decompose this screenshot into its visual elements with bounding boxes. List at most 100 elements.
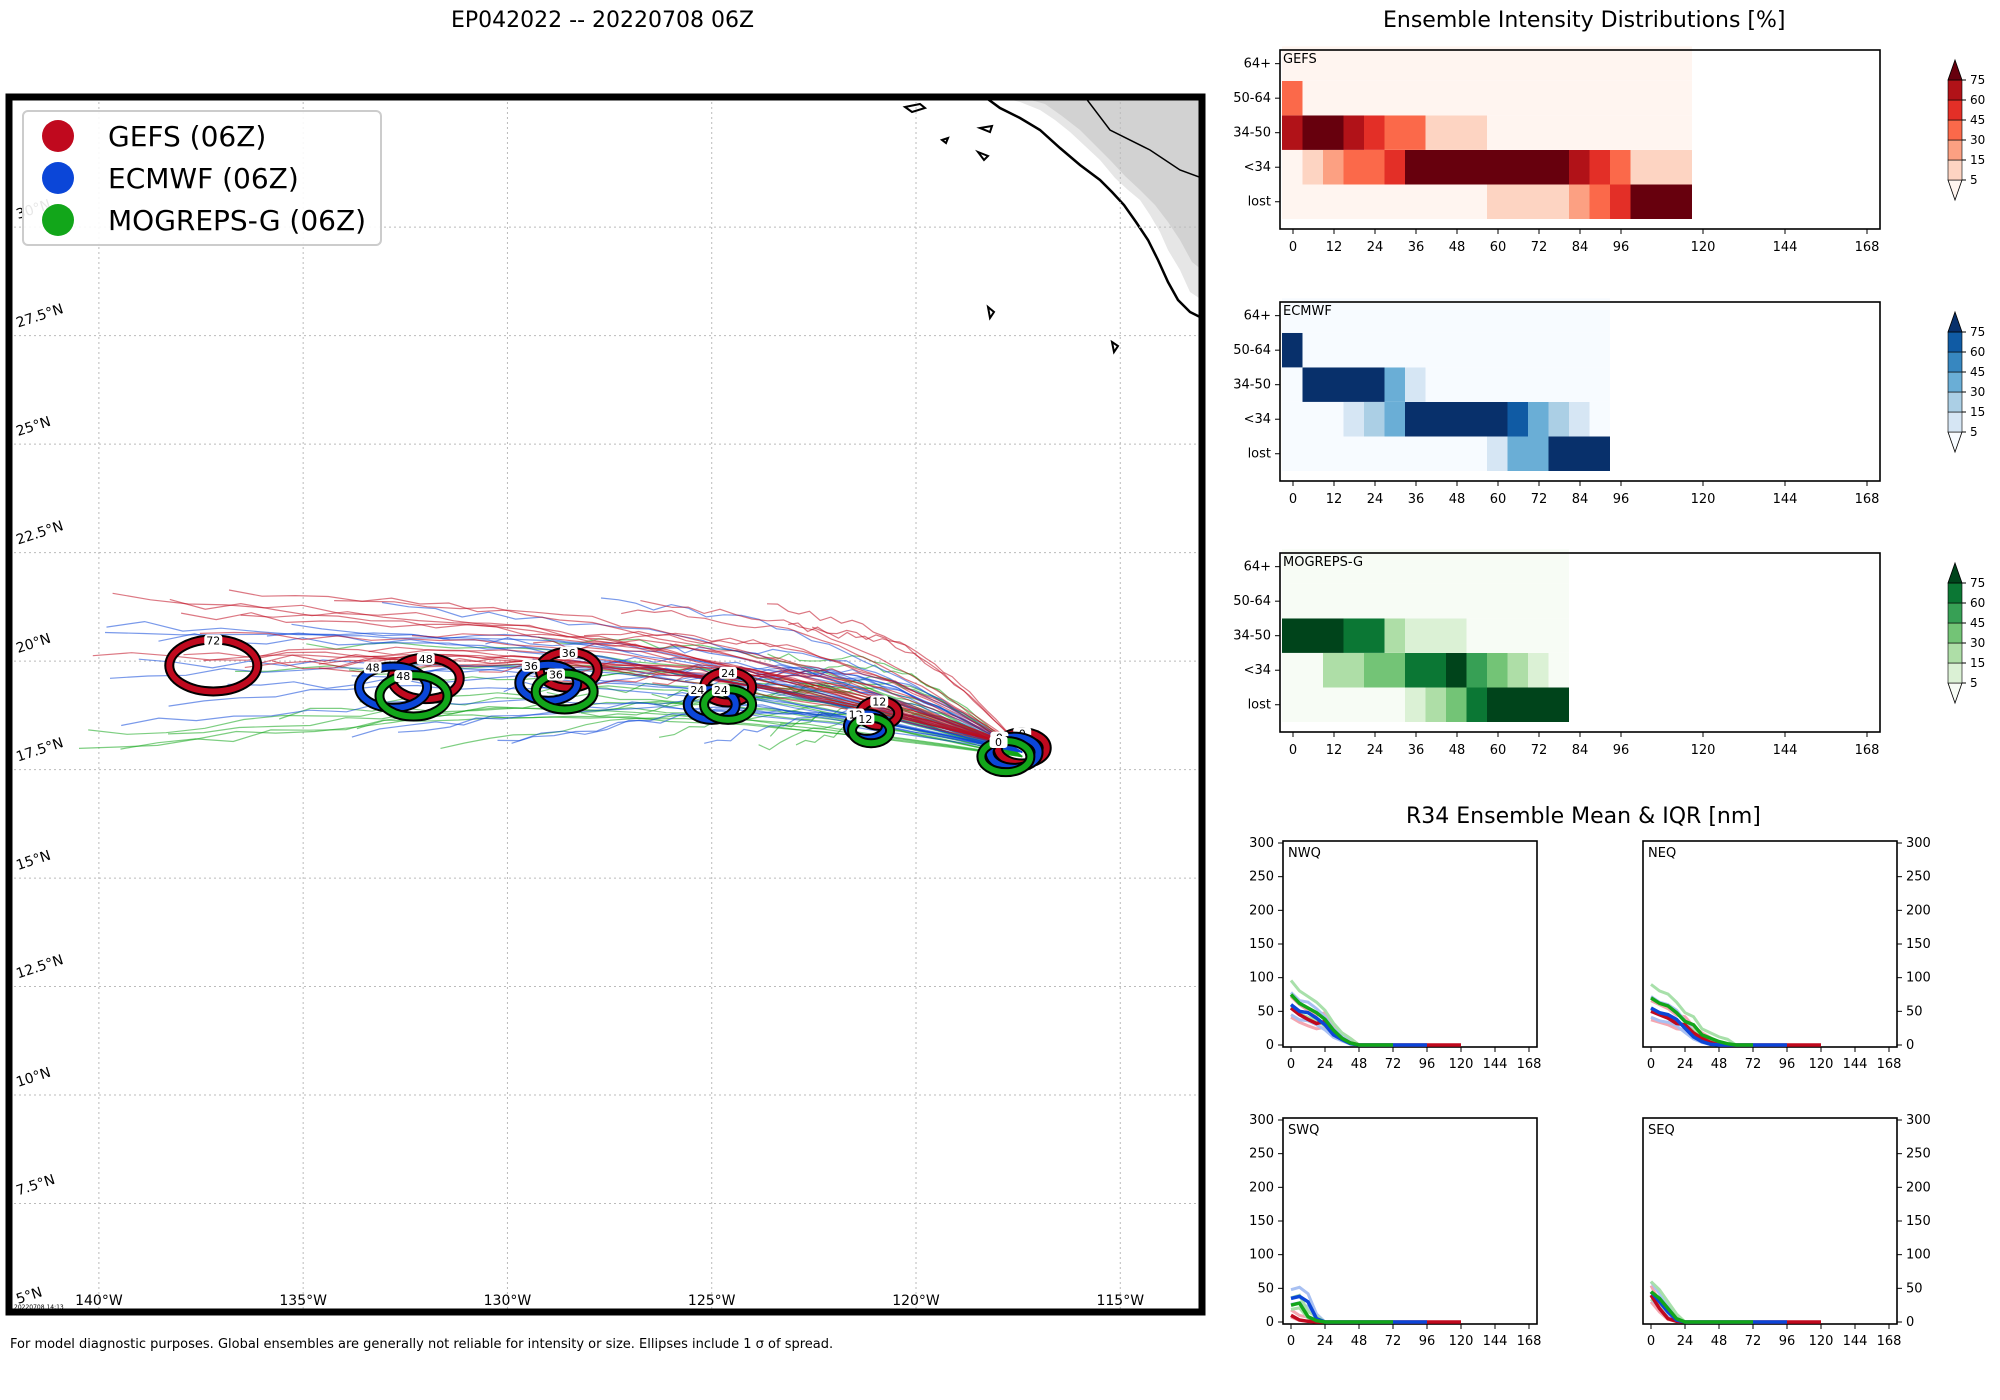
heatmap-cell: [1487, 583, 1508, 619]
heatmap-cell: [1589, 184, 1610, 219]
colorbar-segment: [1947, 79, 1963, 101]
heatmap-ylabel: 34-50: [1233, 378, 1271, 393]
heatmap-cell: [1651, 46, 1672, 81]
heatmap-cell: [1364, 298, 1385, 333]
heatmap-cell: [1282, 184, 1303, 219]
heatmap-cell: [1446, 115, 1467, 150]
r34-title: R34 Ensemble Mean & IQR [nm]: [1406, 804, 1761, 829]
r34-xtick: 120: [1449, 1057, 1474, 1072]
r34-xtick: 0: [1647, 1334, 1655, 1349]
ensemble-track: [533, 640, 1023, 749]
ellipse-label-bg: [559, 646, 578, 659]
heatmap-cell: [1487, 184, 1508, 219]
colorbar-segment: [1947, 561, 1963, 584]
heatmap-cell: [1446, 583, 1467, 619]
heatmap-cell: [1446, 687, 1467, 722]
timestamp-stamp: 20220708 14:13: [14, 1304, 64, 1311]
legend-label-ecmwf: ECMWF (06Z): [108, 161, 299, 195]
heatmap-cell: [1507, 436, 1528, 471]
heatmap-cell: [1507, 653, 1528, 688]
heatmap-cell: [1507, 298, 1528, 333]
colorbar-segment: [1947, 642, 1963, 664]
ensemble-track: [800, 664, 1023, 758]
r34-ytick: 50: [1906, 1004, 1923, 1019]
island-5: [1110, 339, 1120, 355]
track-ellipse: 48: [374, 670, 453, 722]
heatmap-cell: [1343, 150, 1364, 185]
heatmap-cell: [1343, 618, 1364, 653]
heatmap-cell: [1405, 402, 1426, 437]
lon-label: 115°W: [1096, 1293, 1144, 1309]
heatmap-cell: [1302, 549, 1323, 584]
heatmap-cell: [1507, 583, 1528, 619]
heatmap-cell: [1507, 150, 1528, 185]
heatmap-cell: [1487, 150, 1508, 185]
heatmap-cell: [1548, 583, 1569, 619]
track-ellipse: 24: [699, 684, 758, 725]
r34-ytick: 50: [1257, 1281, 1274, 1296]
heatmap-cell: [1343, 298, 1364, 333]
heatmap-cell: [1630, 184, 1651, 219]
heatmap-cell: [1528, 653, 1549, 688]
right-panels: GEFS lost <34 34-50 50-64 64+ 0 12 24 36 48 60 72 84 9…: [1233, 46, 1985, 1349]
heatmap-cell: [1425, 184, 1446, 219]
heatmap-cell: [1446, 653, 1467, 688]
r34-ytick: 300: [1249, 1113, 1274, 1128]
colorbar-tick: 15: [1970, 656, 1985, 670]
heatmap-cell: [1528, 115, 1549, 150]
r34-quadrant-name: SEQ: [1648, 1123, 1675, 1138]
heatmap-xtick: 48: [1449, 240, 1466, 255]
heatmap-gefs: GEFS lost <34 34-50 50-64 64+ 0 12 24 36 48 60 72 84 9…: [1233, 46, 1985, 255]
r34-ytick: 250: [1906, 1147, 1931, 1162]
heatmap-cell: [1405, 687, 1426, 722]
ensemble-track: [788, 622, 1023, 749]
heatmap-cell: [1507, 46, 1528, 81]
coastline: [984, 97, 1202, 320]
heatmap-cell: [1425, 402, 1446, 437]
heatmap-cell: [1282, 367, 1303, 402]
colorbar-tick: 75: [1970, 576, 1985, 590]
heatmap-xtick: 84: [1572, 492, 1589, 507]
heatmap-cell: [1364, 46, 1385, 81]
heatmap-cell: [1343, 436, 1364, 471]
ellipse-label-bg: [416, 652, 435, 665]
r34-mean-line: [1650, 996, 1753, 1047]
heatmap-cell: [1569, 298, 1590, 333]
legend-item-ecmwf: ECMWF (06Z): [42, 158, 299, 198]
heatmap-cell: [1548, 549, 1569, 584]
heatmap-cell: [1446, 298, 1467, 333]
heatmap-ylabel: lost: [1248, 698, 1271, 713]
heatmap-xtick: 12: [1326, 492, 1343, 507]
ellipse-label-bg: [719, 666, 738, 679]
colorbar-segment: [1947, 351, 1963, 373]
heatmap-cell: [1466, 549, 1487, 584]
heatmap-cell: [1323, 687, 1344, 722]
r34-xtick: 72: [1745, 1057, 1762, 1072]
track-map: 01224364872012243648012243648 5°N7.5°N10…: [5, 93, 1206, 1316]
heatmap-cell: [1466, 298, 1487, 333]
colorbar-tick: 5: [1970, 173, 1978, 187]
heatmap-cell: [1446, 549, 1467, 584]
island-6: [939, 136, 950, 145]
heatmap-cell: [1589, 115, 1610, 150]
heatmap-cell: [1425, 115, 1446, 150]
r34-xtick: 48: [1351, 1334, 1368, 1349]
heatmap-cell: [1425, 46, 1446, 81]
heatmap-xtick: 72: [1531, 240, 1548, 255]
r34-mean-line: [1289, 993, 1393, 1047]
heatmap-cell: [1466, 583, 1487, 619]
heatmap-xtick: 24: [1367, 743, 1384, 758]
r34-ytick: 0: [1266, 1315, 1274, 1330]
heatmap-cell: [1425, 150, 1446, 185]
intensity-title: Ensemble Intensity Distributions [%]: [1383, 8, 1786, 33]
heatmap-cell: [1282, 115, 1303, 150]
heatmap-cell: [1446, 46, 1467, 81]
r34-ytick: 150: [1906, 1214, 1931, 1229]
heatmap-cell: [1425, 618, 1446, 653]
heatmap-name: ECMWF: [1283, 304, 1332, 319]
legend-label-gefs: GEFS (06Z): [108, 119, 267, 153]
heatmap-cell: [1589, 436, 1610, 471]
heatmap-cell: [1446, 184, 1467, 219]
heatmap-xtick: 12: [1326, 743, 1343, 758]
heatmap-cell: [1548, 150, 1569, 185]
